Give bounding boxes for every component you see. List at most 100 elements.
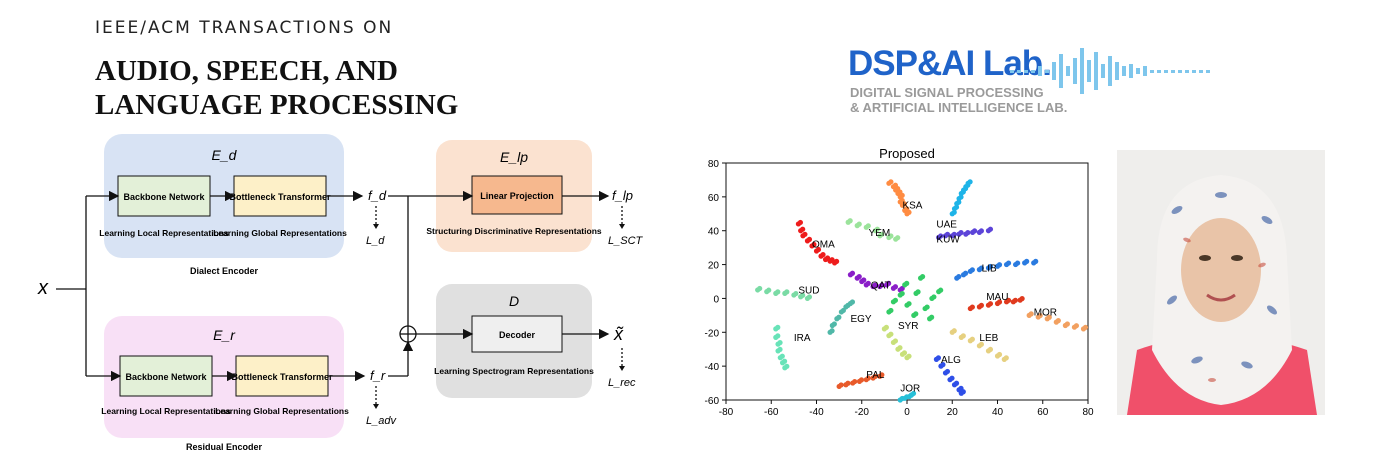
scatter-point bbox=[834, 258, 840, 264]
y-tick-label: 20 bbox=[708, 261, 720, 272]
scatter-point bbox=[874, 226, 880, 232]
author-photo bbox=[1117, 150, 1325, 415]
scatter-point bbox=[965, 230, 971, 236]
loss-adv-label: L_adv bbox=[366, 415, 397, 427]
scatter-point bbox=[775, 289, 781, 295]
cluster-label: LIB bbox=[982, 263, 997, 274]
learn-local-caption-top: Learning Local Representations bbox=[99, 228, 229, 238]
cluster-label: KUW bbox=[936, 235, 960, 246]
scatter-point bbox=[897, 345, 903, 351]
y-tick-label: 40 bbox=[708, 227, 720, 238]
scatter-point bbox=[831, 321, 837, 327]
scatter-point bbox=[978, 341, 984, 347]
scatter-point bbox=[960, 333, 966, 339]
scatter-point bbox=[781, 358, 788, 364]
cluster-label: KSA bbox=[902, 201, 922, 212]
scatter-point bbox=[958, 230, 964, 236]
x-tick-label: 0 bbox=[904, 407, 910, 418]
scatter-point bbox=[820, 252, 826, 258]
y-tick-label: -60 bbox=[705, 396, 720, 407]
scatter-point bbox=[852, 378, 858, 385]
learn-local-caption-bottom: Learning Local Representations bbox=[101, 406, 231, 416]
scatter-point bbox=[829, 328, 835, 334]
scatter-point bbox=[901, 201, 908, 207]
loss-d-label: L_d bbox=[366, 235, 385, 247]
dialect-encoder-title: E_d bbox=[212, 147, 238, 163]
journal-title-line-2: LANGUAGE PROCESSING bbox=[95, 89, 459, 121]
scatter-point bbox=[895, 235, 901, 241]
lab-logo-subtitle-2: & ARTIFICIAL INTELLIGENCE LAB. bbox=[850, 100, 1068, 115]
journal-series-line: IEEE/ACM TRANSACTIONS ON bbox=[95, 18, 394, 38]
cluster-label: PAL bbox=[866, 370, 885, 381]
scatter-point bbox=[924, 304, 930, 310]
scatter-point bbox=[938, 287, 944, 293]
scatter-point bbox=[883, 324, 889, 330]
scatter-point bbox=[969, 304, 975, 310]
cluster-label: LEB bbox=[979, 333, 998, 344]
scatter-point bbox=[802, 231, 808, 237]
spectrogram-caption: Learning Spectrogram Representations bbox=[434, 366, 594, 376]
scatter-point bbox=[987, 263, 994, 270]
y-tick-label: 60 bbox=[708, 193, 720, 204]
scatter-point bbox=[806, 294, 813, 300]
scatter-point bbox=[845, 380, 851, 386]
cluster-label: SUD bbox=[798, 285, 819, 296]
scatter-point bbox=[1019, 296, 1025, 302]
scatter-point bbox=[1005, 297, 1012, 303]
scatter-point bbox=[960, 389, 966, 395]
scatter-point bbox=[879, 231, 885, 237]
tsne-scatter-chart: Proposed -80 -60 -40 -20 0 20 40 60 80-60-40-200… bbox=[705, 146, 1094, 418]
scatter-point bbox=[892, 338, 899, 344]
decoder-label: Decoder bbox=[499, 330, 536, 340]
x-tick-label: 20 bbox=[947, 407, 959, 418]
x-tilde-label: x̃ bbox=[613, 324, 624, 344]
bottleneck-transformer-box-top bbox=[233, 175, 327, 217]
fd-label: f_d bbox=[368, 188, 387, 203]
scatter-point bbox=[888, 179, 894, 185]
scatter-point bbox=[969, 267, 975, 273]
scatter-point bbox=[899, 290, 905, 297]
scatter-point bbox=[906, 209, 912, 215]
scatter-point bbox=[1033, 258, 1039, 264]
structuring-caption: Structuring Discriminative Representatio… bbox=[426, 226, 602, 236]
scatter-point bbox=[811, 241, 817, 248]
scatter-point bbox=[969, 336, 975, 342]
sound-wave-icon bbox=[1010, 48, 1210, 94]
scatter-point bbox=[865, 280, 871, 286]
scatter-point bbox=[904, 280, 910, 286]
bottleneck-transformer-label-top: Bottleneck Transformer bbox=[229, 192, 331, 202]
scatter-point bbox=[892, 284, 899, 290]
backbone-network-label-bottom: Backbone Network bbox=[125, 372, 207, 382]
cluster-label: MAU bbox=[986, 292, 1008, 303]
scatter-point bbox=[953, 380, 960, 386]
x-tick-label: 60 bbox=[1037, 407, 1049, 418]
x-tick-label: 80 bbox=[1082, 407, 1094, 418]
scatter-point bbox=[847, 218, 853, 224]
scatter-point bbox=[879, 282, 885, 288]
residual-encoder-caption: Residual Encoder bbox=[186, 442, 263, 452]
flp-label: f_lp bbox=[612, 188, 633, 203]
linear-projection-panel-title: E_lp bbox=[500, 149, 528, 165]
residual-encoder-title: E_r bbox=[213, 327, 236, 343]
scatter-point bbox=[872, 373, 878, 380]
scatter-point bbox=[784, 289, 790, 295]
x-tick-label: 40 bbox=[992, 407, 1004, 418]
cluster-label: EGY bbox=[850, 314, 871, 325]
y-tick-label: 80 bbox=[708, 159, 720, 170]
scatter-point bbox=[886, 280, 892, 286]
scatter-point bbox=[777, 340, 783, 346]
scatter-point bbox=[779, 353, 785, 359]
scatter-point bbox=[1055, 318, 1061, 324]
journal-title-line-1: AUDIO, SPEECH, AND bbox=[95, 55, 398, 87]
scatter-point bbox=[879, 372, 885, 378]
scatter-point bbox=[856, 221, 862, 227]
scatter-point bbox=[906, 353, 912, 359]
linear-projection-label: Linear Projection bbox=[480, 191, 554, 201]
cluster-label: IRA bbox=[794, 333, 811, 344]
scatter-point bbox=[901, 350, 908, 356]
scatter-point bbox=[865, 223, 871, 229]
input-x-label: x bbox=[37, 277, 49, 299]
scatter-point bbox=[777, 346, 783, 353]
scatter-point bbox=[1003, 355, 1009, 361]
scatter-point bbox=[1082, 324, 1089, 330]
